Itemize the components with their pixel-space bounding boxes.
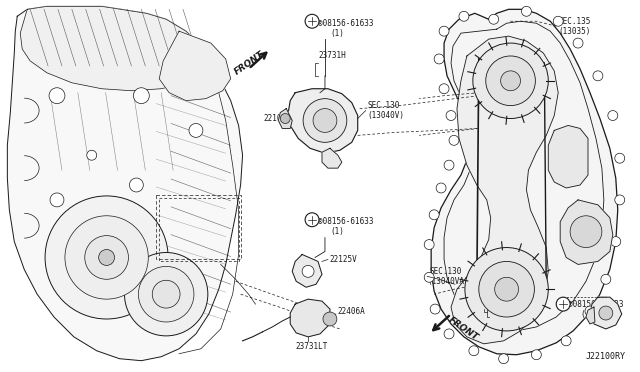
Circle shape: [434, 54, 444, 64]
Text: 22100E: 22100E: [264, 114, 291, 123]
Circle shape: [444, 160, 454, 170]
Circle shape: [573, 38, 583, 48]
Polygon shape: [290, 299, 330, 337]
Polygon shape: [292, 254, 322, 287]
Text: FRONT: FRONT: [233, 49, 266, 76]
Circle shape: [469, 346, 479, 356]
Circle shape: [585, 306, 595, 316]
Circle shape: [302, 265, 314, 277]
Text: SEC.135: SEC.135: [558, 17, 591, 26]
Polygon shape: [20, 6, 206, 91]
Polygon shape: [451, 36, 558, 344]
Circle shape: [608, 110, 618, 121]
Text: FRONT: FRONT: [447, 315, 480, 343]
Circle shape: [465, 247, 548, 331]
Text: 22125V: 22125V: [330, 255, 358, 264]
Circle shape: [615, 195, 625, 205]
Circle shape: [522, 6, 531, 16]
Circle shape: [449, 135, 459, 145]
Text: 22100E: 22100E: [507, 267, 534, 276]
Circle shape: [599, 306, 612, 320]
Circle shape: [439, 26, 449, 36]
Text: ®08156-61633: ®08156-61633: [318, 217, 374, 226]
Text: 23731H: 23731H: [318, 51, 346, 61]
Polygon shape: [586, 307, 595, 324]
Text: SEC.130: SEC.130: [429, 267, 461, 276]
Circle shape: [303, 99, 347, 142]
Circle shape: [87, 150, 97, 160]
Circle shape: [500, 71, 520, 91]
Circle shape: [99, 250, 115, 265]
Circle shape: [138, 266, 194, 322]
Circle shape: [129, 178, 143, 192]
Text: (1): (1): [330, 29, 344, 38]
Text: (13040V): (13040V): [367, 111, 404, 120]
Circle shape: [323, 312, 337, 326]
Circle shape: [84, 235, 129, 279]
Circle shape: [556, 297, 570, 311]
Circle shape: [280, 113, 290, 124]
Text: (13035): (13035): [558, 27, 591, 36]
Text: 23731M: 23731M: [489, 296, 516, 306]
Polygon shape: [560, 200, 612, 264]
Polygon shape: [159, 31, 230, 101]
Circle shape: [305, 14, 319, 28]
Text: ®08156-61633: ®08156-61633: [318, 19, 374, 28]
Text: ®08156-61633: ®08156-61633: [568, 299, 623, 309]
Text: (13040VA): (13040VA): [427, 277, 469, 286]
Circle shape: [189, 124, 203, 137]
Circle shape: [429, 210, 439, 220]
Circle shape: [313, 109, 337, 132]
Circle shape: [45, 196, 168, 319]
Circle shape: [439, 84, 449, 94]
Text: 22406A: 22406A: [338, 307, 365, 315]
Text: J22100RY: J22100RY: [586, 352, 626, 361]
Polygon shape: [288, 89, 358, 153]
Circle shape: [444, 329, 454, 339]
Polygon shape: [548, 125, 588, 188]
Circle shape: [50, 193, 64, 207]
Circle shape: [446, 110, 456, 121]
Text: (1): (1): [330, 227, 344, 236]
Text: SEC.130: SEC.130: [367, 101, 400, 110]
Circle shape: [486, 56, 536, 106]
Circle shape: [611, 237, 621, 247]
Polygon shape: [278, 109, 292, 128]
Circle shape: [615, 153, 625, 163]
Polygon shape: [590, 297, 621, 329]
Circle shape: [424, 272, 434, 282]
Circle shape: [305, 213, 319, 227]
Circle shape: [430, 304, 440, 314]
Circle shape: [124, 253, 208, 336]
Circle shape: [65, 216, 148, 299]
Circle shape: [49, 88, 65, 104]
Polygon shape: [7, 6, 243, 361]
Circle shape: [424, 240, 434, 250]
Text: (1): (1): [580, 310, 594, 318]
Circle shape: [499, 354, 509, 364]
Circle shape: [473, 43, 548, 119]
Circle shape: [152, 280, 180, 308]
Circle shape: [561, 336, 571, 346]
Text: 23731LT: 23731LT: [295, 342, 328, 351]
Circle shape: [133, 88, 149, 104]
Circle shape: [553, 16, 563, 26]
Circle shape: [495, 277, 518, 301]
Circle shape: [479, 262, 534, 317]
Circle shape: [531, 350, 541, 360]
Circle shape: [489, 14, 499, 24]
Circle shape: [601, 274, 611, 284]
Circle shape: [459, 11, 469, 21]
Polygon shape: [322, 148, 342, 168]
Polygon shape: [431, 9, 618, 355]
Circle shape: [570, 216, 602, 247]
Circle shape: [436, 183, 446, 193]
Circle shape: [593, 71, 603, 81]
